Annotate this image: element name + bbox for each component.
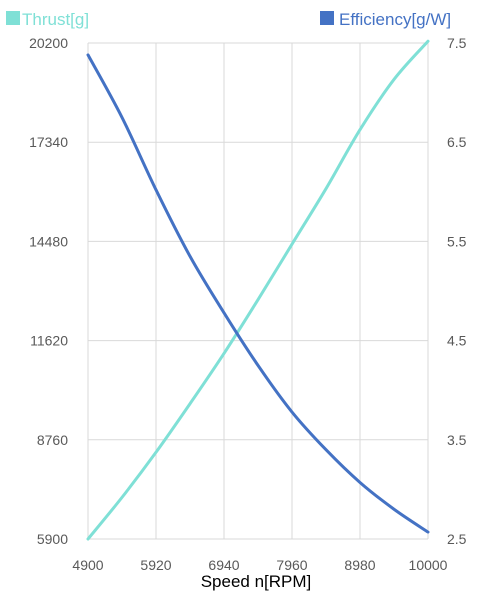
- efficiency-legend-label: Efficiency[g/W]: [339, 10, 451, 29]
- grid: [87, 42, 429, 540]
- x-tick-label: 10000: [409, 557, 448, 573]
- efficiency-series-line: [86, 53, 430, 534]
- y-left-axis-ticks: 5900 8760 11620 14480 17340 20200: [29, 35, 68, 547]
- y-right-tick-label: 2.5: [447, 531, 467, 547]
- x-axis-title: Speed n[RPM]: [201, 572, 312, 591]
- series-lines: [86, 39, 430, 541]
- x-tick-label: 5920: [140, 557, 171, 573]
- y-left-tick-label: 5900: [37, 531, 68, 547]
- efficiency-legend-swatch: [320, 11, 334, 25]
- y-left-tick-label: 11620: [30, 333, 68, 349]
- y-right-axis-ticks: 2.5 3.5 4.5 5.5 6.5 7.5: [447, 35, 467, 547]
- y-right-tick-label: 5.5: [447, 233, 467, 249]
- y-left-tick-label: 14480: [29, 233, 68, 249]
- y-right-tick-label: 3.5: [447, 432, 467, 448]
- y-left-tick-label: 17340: [29, 134, 68, 150]
- x-tick-label: 8980: [344, 557, 375, 573]
- y-left-tick-label: 20200: [29, 35, 68, 51]
- y-right-tick-label: 6.5: [447, 134, 467, 150]
- thrust-legend-swatch: [6, 11, 20, 25]
- x-tick-label: 4900: [72, 557, 103, 573]
- x-axis-ticks: 4900 5920 6940 7960 8980 10000: [72, 557, 447, 573]
- y-right-tick-label: 7.5: [447, 35, 467, 51]
- legend: Thrust[g] Efficiency[g/W]: [6, 10, 451, 29]
- x-tick-label: 7960: [276, 557, 307, 573]
- x-tick-label: 6940: [208, 557, 239, 573]
- thrust-legend-label: Thrust[g]: [22, 10, 89, 29]
- y-left-tick-label: 8760: [37, 432, 68, 448]
- y-right-tick-label: 4.5: [447, 333, 467, 349]
- thrust-series-line: [86, 39, 430, 541]
